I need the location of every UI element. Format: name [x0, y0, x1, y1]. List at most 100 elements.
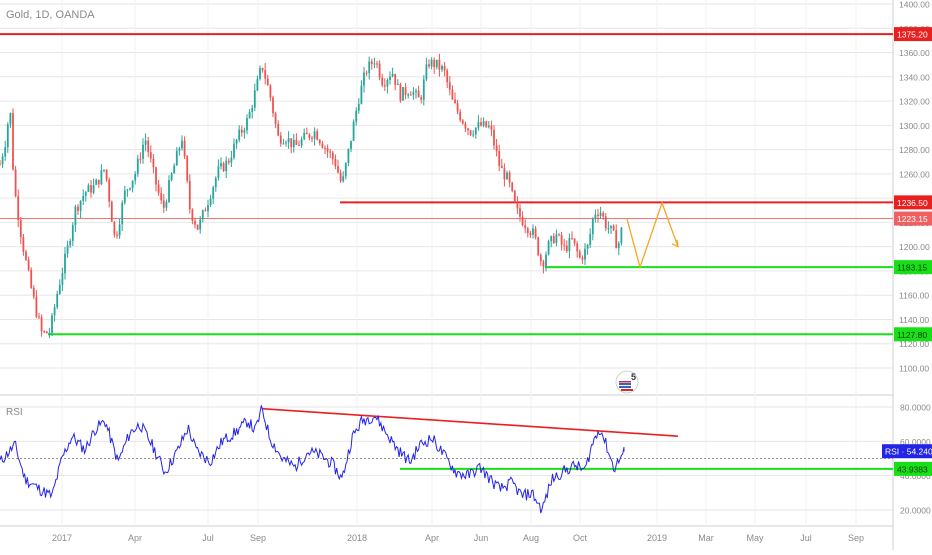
- candle-body: [243, 130, 246, 133]
- candle-body: [373, 63, 376, 65]
- candle-body: [152, 158, 155, 168]
- price-tick-label: 1280.00: [899, 145, 930, 155]
- price-level-label: 1183.15: [897, 263, 927, 273]
- candle-body: [157, 184, 160, 193]
- candle-body: [589, 234, 592, 245]
- flag-badge-icon[interactable]: 5: [615, 370, 639, 394]
- badge-number: 5: [631, 372, 636, 382]
- candle-body: [204, 210, 207, 212]
- candle-body: [344, 163, 347, 177]
- candle-body: [529, 233, 532, 235]
- candle-body: [162, 200, 165, 208]
- candle-body: [591, 218, 594, 235]
- candle-body: [532, 228, 534, 235]
- candle-body: [27, 259, 30, 270]
- price-level-tag: [894, 195, 932, 210]
- candle-body: [568, 238, 571, 251]
- candle-body: [552, 236, 555, 244]
- rsi-tick-label: 20.0000: [900, 506, 931, 516]
- candle-body: [227, 160, 230, 163]
- candle-body: [534, 228, 537, 238]
- candle-body: [178, 148, 181, 151]
- price-axis[interactable]: 1100.001120.001140.001160.001180.001200.…: [899, 0, 930, 374]
- price-level-tag: [894, 260, 932, 275]
- candle-body: [441, 66, 443, 70]
- candle-body: [214, 177, 217, 188]
- candle-body: [142, 144, 144, 159]
- value-labels: 1375.20 1236.50 1223.15 1183.15 1127.80 RSI ·…: [882, 27, 932, 476]
- candle-body: [4, 147, 7, 157]
- candle-body: [292, 139, 295, 148]
- candle-body: [526, 228, 529, 234]
- candle-body: [238, 129, 241, 140]
- candle-body: [573, 238, 576, 244]
- price-level-label: 1236.50: [897, 198, 928, 208]
- candle-body: [347, 148, 350, 164]
- candle-body: [155, 167, 157, 185]
- candle-body: [248, 111, 251, 119]
- candle-body: [513, 190, 516, 203]
- candle-body: [435, 59, 438, 68]
- time-tick-label: Sep: [848, 533, 864, 543]
- candle-body: [235, 139, 238, 144]
- candle-body: [412, 92, 415, 95]
- candle-body: [113, 221, 116, 235]
- candle-body: [500, 165, 503, 169]
- candle-body: [399, 83, 402, 101]
- candle-body: [617, 243, 620, 249]
- candle-body: [87, 185, 90, 192]
- candle-body: [246, 118, 248, 131]
- rsi-tick-label: 60.0000: [900, 437, 931, 447]
- projection-path: [626, 201, 679, 270]
- candle-body: [144, 140, 147, 145]
- candle-body: [121, 202, 124, 225]
- candle-body: [279, 135, 282, 144]
- price-level-tag: [894, 327, 932, 342]
- price-tick-label: 1100.00: [899, 364, 929, 374]
- candle-body: [82, 195, 85, 201]
- candle-body: [368, 61, 371, 74]
- candle-body: [417, 90, 420, 98]
- candle-body: [264, 70, 267, 79]
- candle-body: [433, 59, 436, 68]
- candle-body: [0, 164, 1, 166]
- candle-body: [581, 257, 584, 260]
- candle-body: [160, 192, 163, 201]
- candle-body: [370, 61, 373, 64]
- candle-body: [298, 144, 300, 146]
- candle-body: [446, 70, 449, 83]
- candle-body: [108, 179, 111, 202]
- candle-body: [402, 87, 404, 101]
- candle-body: [594, 214, 597, 219]
- candle-body: [35, 296, 38, 317]
- candle-body: [620, 227, 623, 244]
- rsi-axis[interactable]: 20.0000 40.0000 60.0000 80.0000: [900, 403, 931, 516]
- time-tick-label: Oct: [573, 533, 588, 543]
- candle-body: [454, 99, 456, 104]
- candle-body: [12, 113, 14, 170]
- price-level-label: 1127.80: [897, 330, 927, 340]
- candle-body: [480, 122, 482, 126]
- candle-body: [563, 244, 566, 246]
- time-axis[interactable]: 2017 Apr Jul Sep 2018 Apr Jun Aug Oct 2019 Mar May J…: [52, 533, 864, 543]
- candle-body: [571, 238, 573, 240]
- candle-body: [194, 220, 196, 225]
- candle-body: [222, 163, 225, 172]
- candle-body: [285, 142, 287, 144]
- candle-body: [422, 79, 425, 100]
- candle-body: [136, 158, 139, 174]
- candle-body: [610, 225, 612, 229]
- candle-body: [511, 182, 514, 191]
- candle-body: [256, 78, 259, 91]
- candle-body: [266, 78, 269, 86]
- candle-body: [303, 132, 306, 140]
- candle-body: [287, 138, 290, 143]
- candle-body: [100, 170, 103, 185]
- candle-body: [615, 230, 618, 249]
- price-level-label: 1223.15: [897, 214, 928, 224]
- candle-body: [451, 89, 454, 100]
- candle-body: [110, 201, 113, 222]
- candle-body: [316, 131, 319, 140]
- candle-body: [188, 180, 191, 210]
